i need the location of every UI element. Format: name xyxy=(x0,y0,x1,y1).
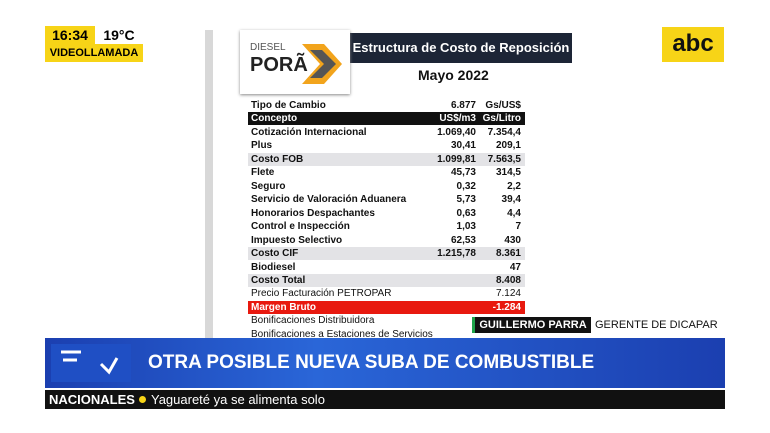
channel-logo: abc xyxy=(662,27,724,62)
row-label: Bonificaciones a Estaciones de Servicios xyxy=(251,328,433,340)
doc-title-bar: Estructura de Costo de Reposición xyxy=(350,33,572,63)
section: NACIONALES xyxy=(49,392,135,407)
temperature: 19°C xyxy=(95,26,143,44)
usd-cell: 0,32 xyxy=(456,180,476,192)
gs-cell: 39,4 xyxy=(501,194,521,206)
usd-cell: 1.099,81 xyxy=(437,153,476,165)
gs-cell: 430 xyxy=(504,234,521,246)
table-row: Costo CIF 1.215,78 8.361 xyxy=(248,247,525,261)
usd-cell: 1.215,78 xyxy=(437,248,476,260)
gs-cell: 8.361 xyxy=(495,248,521,260)
gs-cell: 4,4 xyxy=(507,207,521,219)
table-row: Control e Inspección 1,03 7 xyxy=(248,220,525,233)
usd-cell: 5,73 xyxy=(456,194,476,206)
gs-cell: 7.563,5 xyxy=(487,153,521,165)
table-row: Plus 30,41 209,1 xyxy=(248,139,525,152)
gs-cell: 7.354,4 xyxy=(487,127,521,138)
ticker-bar: NACIONALES Yaguareté ya se alimenta solo xyxy=(45,390,725,409)
role: GERENTE DE DICAPAR xyxy=(595,319,718,331)
usd-cell: 0,63 xyxy=(456,207,476,219)
table-row: Servicio de Valoración Aduanera 5,73 39,4 xyxy=(248,193,525,206)
table-row: Flete 45,73 314,5 xyxy=(248,166,525,179)
table-row: Costo FOB 1.099,81 7.563,5 xyxy=(248,152,525,166)
table-row: Bonificaciones Distribuidora xyxy=(248,314,525,327)
brand-logo: DIESEL PORÃ xyxy=(240,30,350,94)
table-row: Impuesto Selectivo 62,53 430 xyxy=(248,234,525,247)
ticker-dot xyxy=(139,396,146,403)
gs-cell: 7.124 xyxy=(495,288,521,300)
row-label: Control e Inspección xyxy=(251,221,350,233)
usd-cell: 45,73 xyxy=(450,167,476,179)
row-label: Seguro xyxy=(251,180,286,192)
gs-cell: 209,1 xyxy=(495,140,521,152)
exchange-unit: Gs/US$ xyxy=(485,100,521,111)
table-row: Honorarios Despachantes 0,63 4,4 xyxy=(248,207,525,220)
headline: OTRA POSIBLE NUEVA SUBA DE COMBUSTIBLE xyxy=(148,352,595,373)
header-cell: US$/m3 xyxy=(439,113,476,124)
name-plate: GUILLERMO PARRA xyxy=(472,317,591,333)
table-row: Biodiesel 47 xyxy=(248,261,525,274)
gs-cell: 314,5 xyxy=(495,167,521,179)
usd-cell: 1,03 xyxy=(456,221,476,233)
row-label: Honorarios Despachantes xyxy=(251,207,375,219)
row-label: Servicio de Valoración Aduanera xyxy=(251,194,407,206)
usd-cell: 30,41 xyxy=(450,140,476,152)
gs-cell: 47 xyxy=(509,261,521,273)
row-label: Plus xyxy=(251,140,273,152)
ticker-text: Yaguareté ya se alimenta solo xyxy=(151,392,325,407)
program-logo xyxy=(51,344,131,382)
table-header: Concepto US$/m3 Gs/Litro xyxy=(248,112,525,125)
gs-cell: 8.408 xyxy=(495,274,521,286)
row-label: Flete xyxy=(251,167,275,179)
row-label: Precio Facturación PETROPAR xyxy=(251,288,392,300)
gs-cell: 7 xyxy=(515,221,521,233)
table-row: Bonificaciones a Estaciones de Servicios xyxy=(248,328,525,341)
doc-subtitle: Mayo 2022 xyxy=(418,67,489,83)
brand-name: PORÃ xyxy=(250,54,308,76)
row-label: Margen Bruto xyxy=(251,301,316,313)
table-row: Precio Facturación PETROPAR 7.124 xyxy=(248,287,525,300)
header-cell: Gs/Litro xyxy=(482,113,521,124)
header-cell: Concepto xyxy=(251,113,298,124)
usd-cell: 1.069,40 xyxy=(437,127,476,138)
exchange-value: 6.877 xyxy=(450,100,476,111)
row-label: Cotización Internacional xyxy=(251,127,367,138)
row-label: Costo CIF xyxy=(251,248,299,260)
exchange-row: Tipo de Cambio 6.877 Gs/US$ xyxy=(248,99,525,112)
brand-top: DIESEL xyxy=(250,42,286,53)
gs-cell: 2,2 xyxy=(507,180,521,192)
table-row: Margen Bruto -1.284 xyxy=(248,300,525,314)
table-row: Cotización Internacional 1.069,40 7.354,4 xyxy=(248,126,525,139)
program: VIDEOLLAMADA xyxy=(45,44,143,62)
usd-cell: 62,53 xyxy=(450,234,476,246)
brand-arrow xyxy=(302,44,342,84)
table-row: Seguro 0,32 2,2 xyxy=(248,180,525,193)
row-label: Costo FOB xyxy=(251,153,304,165)
row-label: Impuesto Selectivo xyxy=(251,234,343,246)
row-label: Costo Total xyxy=(251,274,306,286)
row-label: Bonificaciones Distribuidora xyxy=(251,315,375,327)
exchange-label: Tipo de Cambio xyxy=(251,100,326,111)
table-row: Costo Total 8.408 xyxy=(248,273,525,287)
gs-cell: -1.284 xyxy=(492,301,521,313)
row-label: Biodiesel xyxy=(251,261,296,273)
headline-bar: OTRA POSIBLE NUEVA SUBA DE COMBUSTIBLE xyxy=(45,338,725,388)
time: 16:34 xyxy=(45,26,95,44)
